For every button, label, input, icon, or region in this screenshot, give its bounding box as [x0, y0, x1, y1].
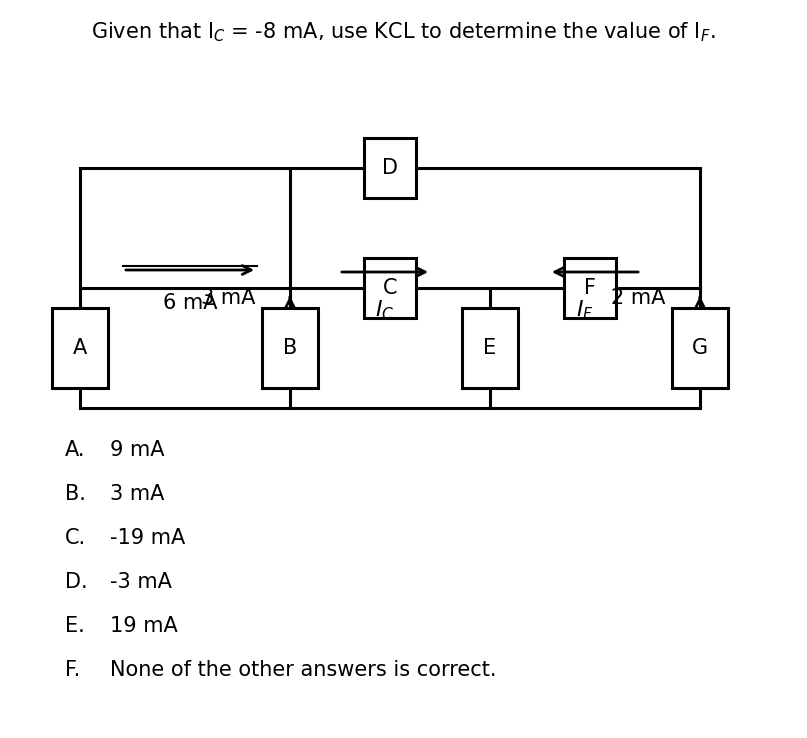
- Text: $I_F$: $I_F$: [576, 298, 594, 322]
- Bar: [672, 308, 728, 388]
- Text: 6 mA: 6 mA: [163, 293, 217, 313]
- Text: 19 mA: 19 mA: [110, 616, 178, 636]
- Bar: [364, 138, 416, 198]
- Text: 3 mA: 3 mA: [201, 288, 255, 308]
- Text: Given that I$_C$ = -8 mA, use KCL to determine the value of I$_F$.: Given that I$_C$ = -8 mA, use KCL to det…: [90, 20, 715, 44]
- Bar: [462, 308, 518, 388]
- Text: B.: B.: [65, 484, 86, 504]
- Text: 3 mA: 3 mA: [110, 484, 165, 504]
- Text: F: F: [584, 278, 596, 298]
- Text: E: E: [483, 338, 496, 358]
- Text: A: A: [73, 338, 87, 358]
- Text: E.: E.: [65, 616, 85, 636]
- Text: B: B: [283, 338, 297, 358]
- Bar: [564, 258, 616, 318]
- Bar: [364, 258, 416, 318]
- Text: 2 mA: 2 mA: [611, 288, 665, 308]
- Bar: [262, 308, 318, 388]
- Text: G: G: [692, 338, 708, 358]
- Text: D: D: [382, 158, 398, 178]
- Text: -3 mA: -3 mA: [110, 572, 172, 592]
- Bar: [52, 308, 108, 388]
- Text: C.: C.: [65, 528, 86, 548]
- Text: C: C: [383, 278, 397, 298]
- Text: F.: F.: [65, 660, 80, 680]
- Text: -19 mA: -19 mA: [110, 528, 186, 548]
- Text: D.: D.: [65, 572, 88, 592]
- Text: None of the other answers is correct.: None of the other answers is correct.: [110, 660, 496, 680]
- Text: A.: A.: [65, 440, 86, 460]
- Text: $I_C$: $I_C$: [375, 298, 395, 322]
- Text: 9 mA: 9 mA: [110, 440, 165, 460]
